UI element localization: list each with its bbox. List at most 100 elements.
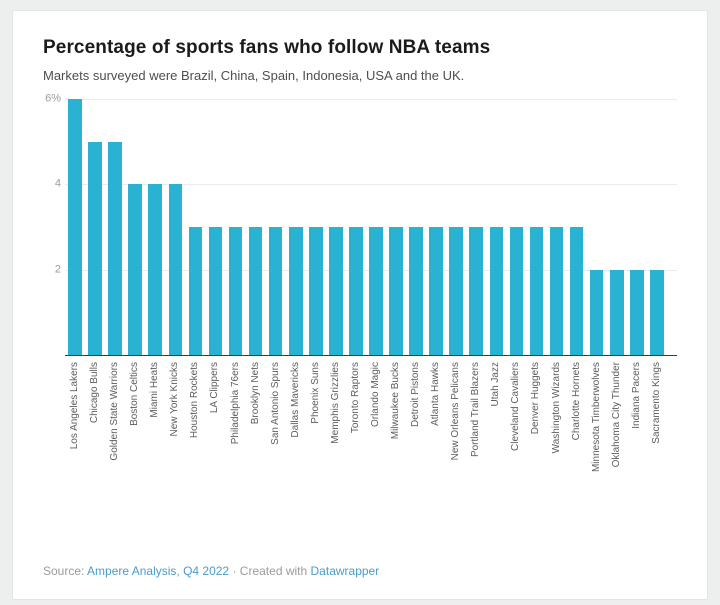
x-label: Dallas Mavericks	[289, 362, 301, 438]
x-label-cell: Washington Wizards	[547, 362, 567, 496]
x-label: Memphis Grizzlies	[329, 362, 341, 444]
datawrapper-link[interactable]: Datawrapper	[310, 564, 380, 578]
bar-slot	[286, 99, 306, 355]
x-label-cell: Portland Trail Blazers	[466, 362, 486, 496]
bar	[629, 269, 644, 355]
x-label: Denver Huggets	[530, 362, 542, 435]
x-label: Los Angeles Lakers	[69, 362, 81, 450]
x-label: Miami Heats	[149, 362, 161, 418]
x-label: Houston Rockets	[189, 362, 201, 439]
x-label: Golden State Warriors	[109, 362, 121, 461]
bar	[308, 227, 323, 355]
bar-slot	[567, 99, 587, 355]
x-label: Toronto Raptors	[349, 362, 361, 434]
bar	[609, 269, 624, 355]
x-label-cell: New Orleans Pelicans	[446, 362, 466, 496]
x-labels: Los Angeles Lakers Chicago Bulls Golden St…	[65, 362, 667, 496]
x-label-cell: Utah Jazz	[486, 362, 506, 496]
bar-slot	[145, 99, 165, 355]
bar-slot	[185, 99, 205, 355]
x-label-cell: Memphis Grizzlies	[326, 362, 346, 496]
x-label-cell: Dallas Mavericks	[286, 362, 306, 496]
bar-slot	[446, 99, 466, 355]
bar	[369, 227, 383, 355]
x-label: Washington Wizards	[550, 362, 562, 454]
bar-slot	[386, 99, 406, 355]
bar-slot	[627, 99, 647, 355]
bar-slot	[587, 99, 607, 355]
source-label: Source:	[43, 564, 85, 578]
bar	[409, 227, 423, 355]
bar	[469, 227, 484, 355]
bar	[549, 227, 564, 355]
x-label-cell: Toronto Raptors	[346, 362, 366, 496]
gridline	[65, 184, 677, 186]
x-label-cell: New York Knicks	[165, 362, 185, 496]
x-label: Minnesota Timberwolves	[590, 362, 602, 473]
x-label: Phoenix Suns	[309, 362, 321, 424]
y-tick-label: 2	[54, 263, 61, 276]
x-label-cell: Houston Rockets	[185, 362, 205, 496]
bar	[329, 227, 343, 355]
gridline	[65, 99, 677, 100]
page-title: Percentage of sports fans who follow NBA…	[43, 37, 491, 58]
bar-slot	[105, 99, 125, 355]
bar	[389, 227, 403, 355]
x-label: Detroit Pistons	[410, 362, 422, 428]
bar	[248, 227, 263, 355]
x-axis-baseline	[65, 354, 677, 356]
chart-subtitle: Markets surveyed were Brazil, China, Spa…	[43, 68, 465, 83]
bar	[128, 184, 143, 355]
bar	[228, 227, 243, 355]
x-label: Chicago Bulls	[89, 362, 101, 424]
x-label: New Orleans Pelicans	[450, 362, 462, 461]
x-label: New York Knicks	[169, 362, 181, 437]
x-label: San Antonio Spurs	[269, 362, 281, 445]
chart-card: Percentage of sports fans who follow NBA…	[12, 10, 708, 600]
bar	[288, 227, 303, 355]
bar-slot	[406, 99, 426, 355]
bar	[509, 227, 524, 355]
bar	[429, 227, 443, 355]
bar	[650, 269, 664, 355]
bar-slot	[246, 99, 266, 355]
bar-slot	[125, 99, 145, 355]
bar	[589, 269, 604, 355]
bar-slot	[165, 99, 185, 355]
bar-slot	[466, 99, 486, 355]
x-label-cell: Milwaukee Bucks	[386, 362, 406, 496]
bar-slot	[647, 99, 667, 355]
x-label: Charlotte Hornets	[570, 362, 582, 441]
bar-slot	[85, 99, 105, 355]
x-label: Indiana Pacers	[630, 362, 642, 429]
x-label-cell: Chicago Bulls	[85, 362, 105, 496]
x-label-cell: LA Clippers	[205, 362, 225, 496]
bar	[449, 227, 464, 355]
x-label-cell: Los Angeles Lakers	[65, 362, 85, 496]
bar	[529, 227, 544, 355]
plot-area	[65, 99, 677, 356]
bars	[65, 99, 667, 355]
y-tick-label: 6%	[45, 92, 61, 105]
source-link[interactable]: Ampere Analysis, Q4 2022	[87, 564, 230, 578]
bar-slot	[526, 99, 546, 355]
x-label-cell: Golden State Warriors	[105, 362, 125, 496]
bar	[88, 141, 102, 355]
x-label-cell: Oklahoma City Thunder	[607, 362, 627, 496]
bar-slot	[65, 99, 85, 355]
x-label-cell: Indiana Pacers	[627, 362, 647, 496]
bar	[68, 99, 82, 355]
bar-slot	[486, 99, 506, 355]
y-tick-label: 4	[54, 177, 61, 190]
x-label-cell: Brooklyn Nets	[246, 362, 266, 496]
bar	[168, 184, 183, 355]
bar-slot	[205, 99, 225, 355]
bar-slot	[306, 99, 326, 355]
x-label-cell: Charlotte Hornets	[567, 362, 587, 496]
x-label: LA Clippers	[209, 362, 221, 414]
x-label: Cleveland Cavaliers	[510, 362, 522, 451]
x-label: Atlanta Hawks	[430, 362, 442, 426]
x-label-cell: Minnesota Timberwolves	[587, 362, 607, 496]
bar	[489, 227, 504, 355]
